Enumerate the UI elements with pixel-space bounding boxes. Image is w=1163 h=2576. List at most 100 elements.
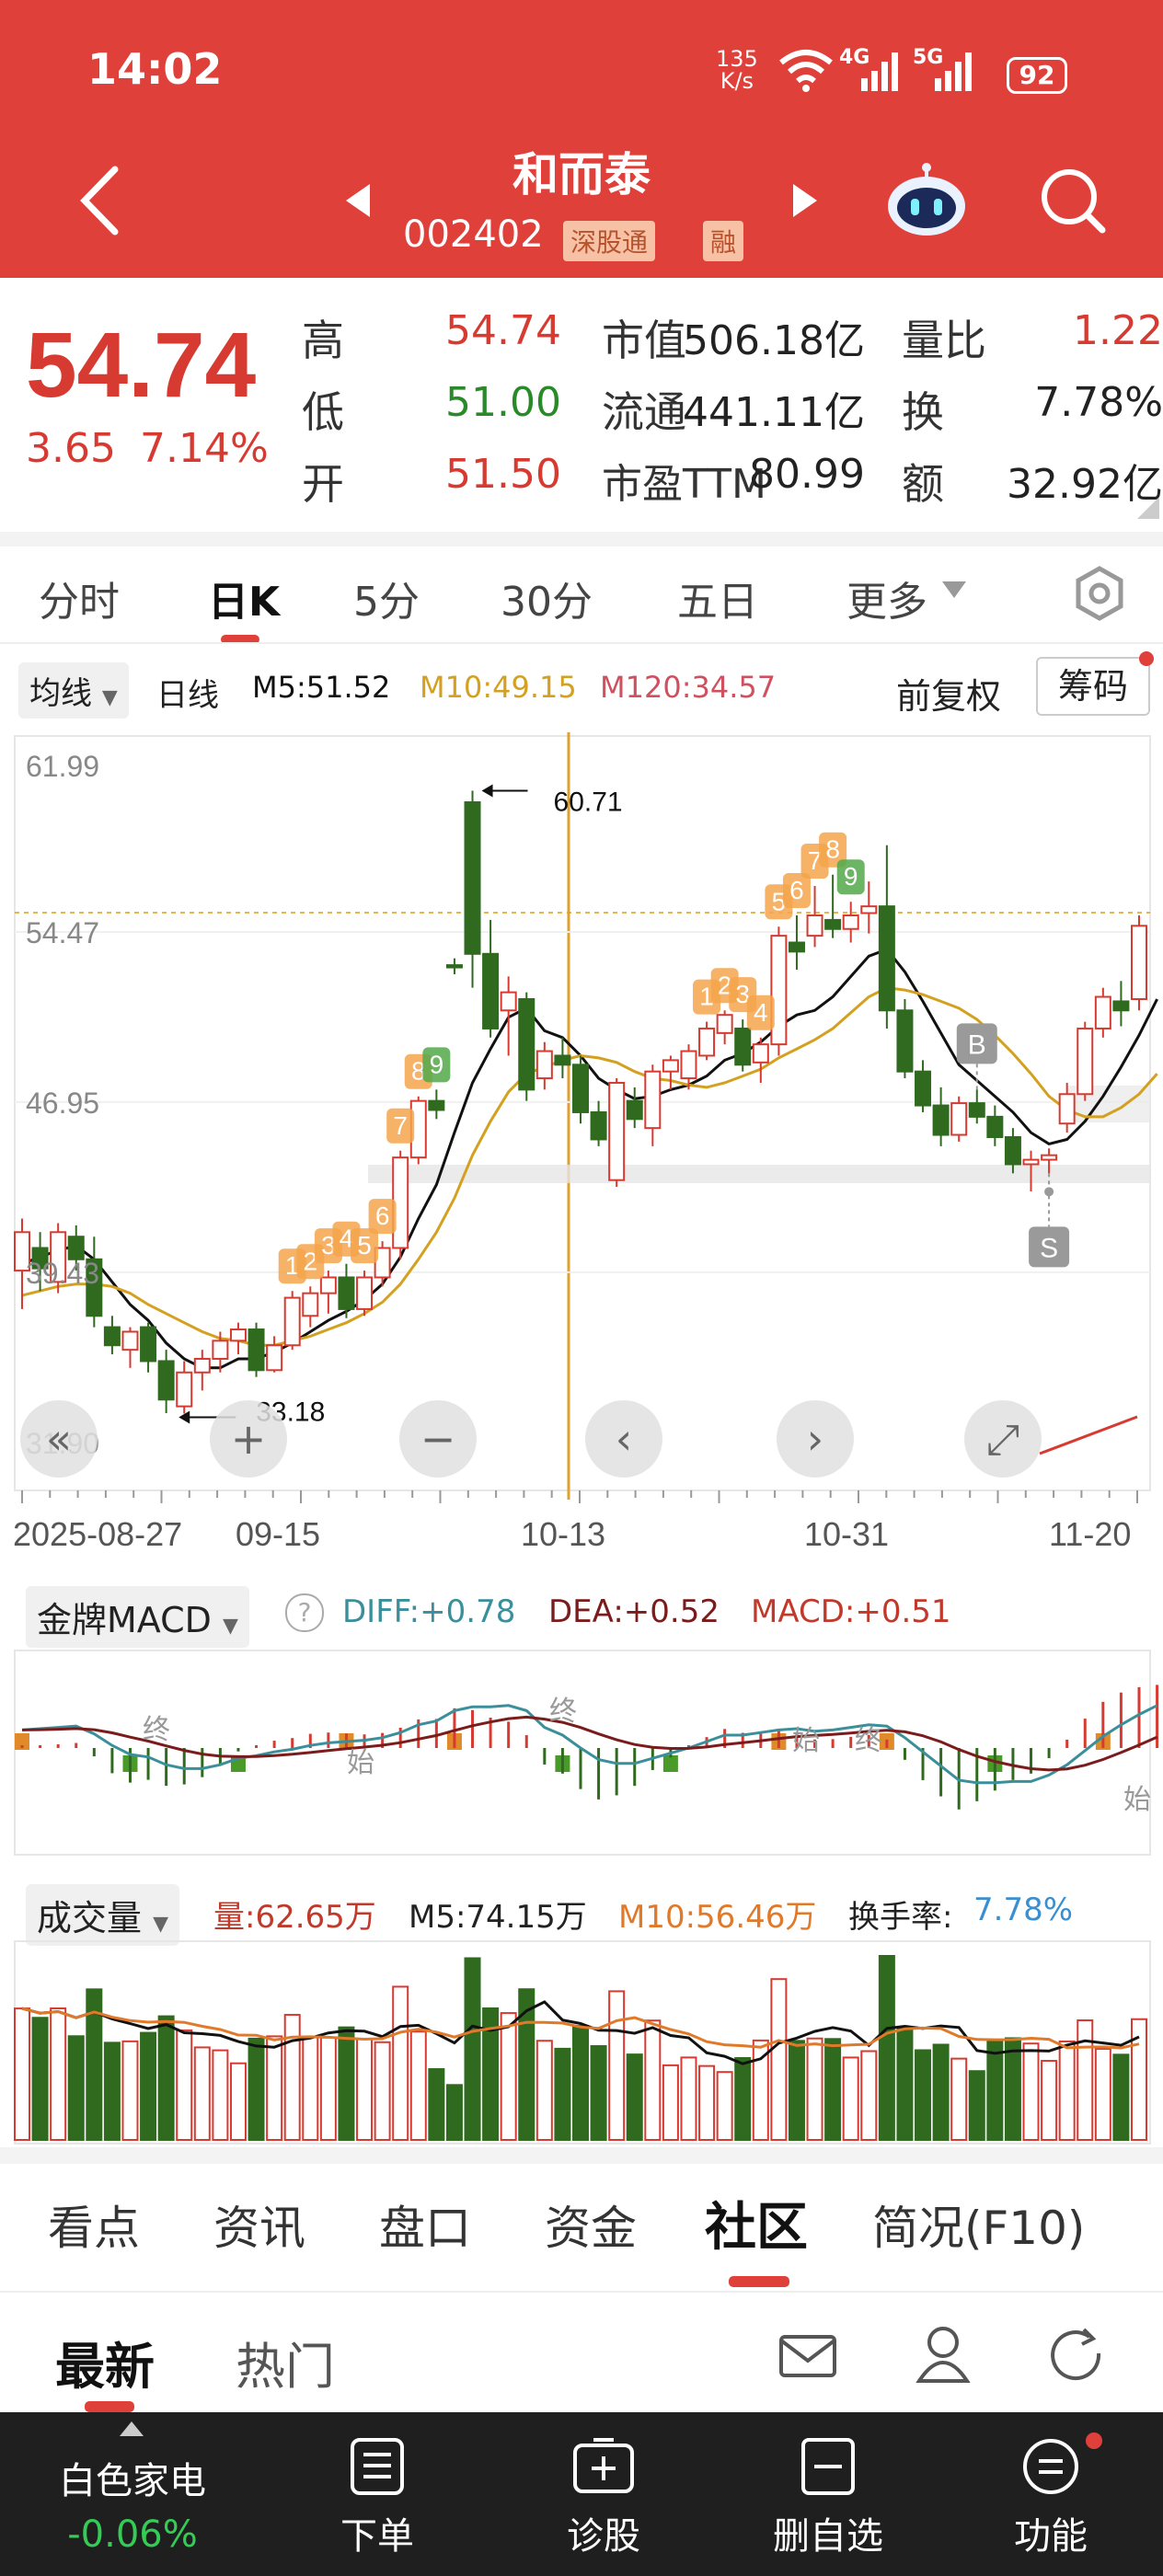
refresh-icon[interactable] [1047, 2326, 1108, 2386]
candle [482, 919, 500, 1038]
nine-seq-1-label-text: 6 [375, 1202, 390, 1230]
y-tick-label: 54.47 [26, 916, 99, 949]
tab-daily-k[interactable]: 日K [208, 579, 281, 626]
volume-bar-up [950, 2057, 968, 2142]
macd-selector-label: 金牌MACD [37, 1600, 212, 1640]
tab-profile-f10[interactable]: 简况(F10) [872, 2202, 1086, 2255]
candle [14, 1218, 30, 1309]
buy-marker: B [956, 1023, 997, 1090]
candle [302, 1286, 319, 1328]
volume-bar-up [770, 1978, 788, 2142]
candle [788, 914, 805, 971]
tab-5min[interactable]: 5分 [353, 579, 420, 626]
nine-seq-1-label-text: 1 [285, 1251, 300, 1280]
nine-seq-1-label-text: 4 [340, 1225, 354, 1253]
sub-tab-latest[interactable]: 最新 [55, 2338, 155, 2396]
volume-m10-line [21, 2007, 1140, 2050]
macd-selector[interactable]: 金牌MACD ▼ [26, 1586, 249, 1648]
net-speed-unit: K/s [720, 68, 754, 94]
sub-tab-hot[interactable]: 热门 [236, 2338, 335, 2396]
scroll-left-button[interactable]: ‹ [585, 1400, 662, 1478]
zoom-out-range-button[interactable]: « [20, 1400, 98, 1478]
volume-bar-up [1058, 2040, 1076, 2141]
net-speed: 135 K/s [716, 48, 758, 92]
volume-bar-down [590, 2045, 607, 2141]
app-header: 14:02 135 K/s 4G 5G 92 和而泰 002402 深股通 融 [0, 0, 1163, 278]
y-tick-label: 39.43 [26, 1257, 99, 1290]
remove-watchlist-button[interactable]: 删自选 [754, 2436, 902, 2559]
macd-marker-text: 始 [347, 1747, 374, 1779]
expand-up-icon[interactable] [118, 2420, 145, 2438]
index-name[interactable]: 白色家电 [59, 2460, 206, 2502]
tab-news[interactable]: 资讯 [213, 2202, 305, 2255]
mail-icon[interactable] [778, 2331, 837, 2381]
float-cap-label: 流通 [602, 387, 686, 437]
volume-bar-down [518, 1988, 535, 2142]
diagnose-button[interactable]: 诊股 [539, 2436, 668, 2559]
order-button[interactable]: 下单 [313, 2436, 442, 2559]
ma-selector[interactable]: 均线 ▼ [18, 662, 129, 719]
volume-bar-down [140, 2031, 157, 2141]
tab-orderbook[interactable]: 盘口 [379, 2202, 471, 2255]
tab-5day[interactable]: 五日 [677, 579, 758, 626]
fullscreen-button[interactable]: ⤢ [964, 1400, 1042, 1478]
volume-chart[interactable] [0, 1938, 1163, 2149]
next-stock-icon[interactable] [788, 180, 821, 221]
user-icon[interactable] [915, 2324, 972, 2385]
candle [1004, 1128, 1021, 1174]
adjust-mode[interactable]: 前复权 [896, 676, 1002, 717]
search-icon[interactable] [1038, 166, 1108, 237]
tab-community[interactable]: 社区 [705, 2198, 808, 2258]
macd-help-icon[interactable]: ? [285, 1593, 324, 1632]
nine-seq-2-label-text: 2 [718, 971, 732, 999]
scroll-right-button[interactable]: › [777, 1400, 854, 1478]
prev-stock-icon[interactable] [342, 180, 375, 221]
volume-m10: M10:56.46万 [618, 1899, 817, 1936]
remove-watchlist-label: 删自选 [773, 2515, 883, 2558]
tab-intraday[interactable]: 分时 [39, 579, 120, 626]
nine-seq-2-label-text: 4 [754, 998, 768, 1027]
expand-corner-icon[interactable] [1137, 497, 1159, 519]
buy-marker-text: B [968, 1029, 986, 1060]
candle [572, 1055, 589, 1124]
index-change: -0.06% [67, 2513, 198, 2556]
candle-body-up [302, 1292, 319, 1317]
volume-bar-down [1004, 2037, 1021, 2142]
volume-bar-down [31, 2017, 49, 2142]
candle-body-up [1094, 995, 1111, 1029]
nine-seq-2-label-badge [746, 995, 775, 1030]
nine-seq-2-label-text: 3 [735, 980, 750, 1008]
nine-seq-2-label: 8 [819, 832, 847, 868]
price-change: 3.65 [26, 425, 116, 472]
volume-bar-up [193, 2046, 211, 2142]
zoom-minus-button[interactable]: − [399, 1400, 477, 1478]
robot-assistant-icon[interactable] [885, 162, 968, 239]
volume-bar-down [896, 2027, 914, 2142]
nine-seq-1-label-badge [368, 1199, 397, 1235]
volume-bar-up [1022, 2042, 1040, 2141]
tab-highlights[interactable]: 看点 [48, 2202, 140, 2255]
candle [338, 1263, 355, 1318]
zoom-in-button[interactable]: + [210, 1400, 287, 1478]
volume-bar-down [932, 2043, 950, 2142]
tab-more[interactable]: 更多 [846, 579, 927, 626]
tab-funds[interactable]: 资金 [545, 2202, 637, 2255]
volume-bar-down [824, 2038, 842, 2141]
chips-button[interactable]: 筹码 [1036, 657, 1150, 716]
candle-body-up [212, 1340, 229, 1361]
tab-30min[interactable]: 30分 [501, 579, 593, 626]
volume-selector[interactable]: 成交量 ▼ [26, 1884, 180, 1946]
signal-4g-label: 4G [839, 46, 870, 69]
functions-button[interactable]: 功能 [986, 2436, 1115, 2559]
volume-bar-down [968, 2070, 985, 2142]
candle-body-up [1077, 1027, 1094, 1096]
volume-bar-up [662, 2064, 679, 2142]
volume-ratio-value: 1.22 [1073, 307, 1163, 354]
candle-body-down [445, 964, 463, 969]
back-icon[interactable] [74, 164, 129, 237]
trend-line [1039, 1415, 1138, 1455]
volume-bar-down [878, 1955, 895, 2141]
chart-settings-icon[interactable] [1071, 565, 1128, 622]
